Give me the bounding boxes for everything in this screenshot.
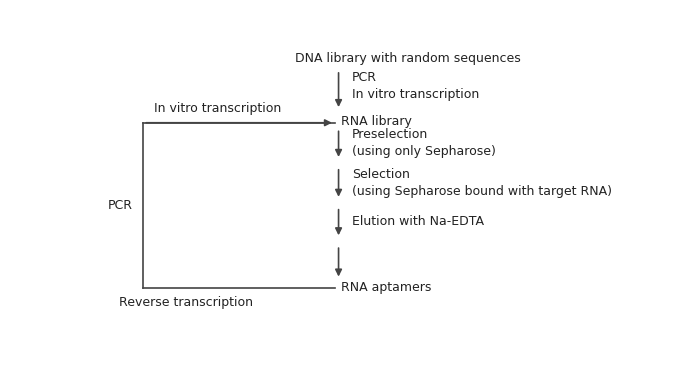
Text: RNA library: RNA library (341, 115, 412, 128)
Text: Preselection
(using only Sepharose): Preselection (using only Sepharose) (352, 128, 496, 158)
Text: Elution with Na-EDTA: Elution with Na-EDTA (352, 215, 484, 228)
Text: PCR: PCR (108, 199, 133, 212)
Text: In vitro transcription: In vitro transcription (154, 102, 282, 115)
Text: Reverse transcription: Reverse transcription (119, 296, 253, 309)
Text: PCR
In vitro transcription: PCR In vitro transcription (352, 71, 480, 101)
Text: RNA aptamers: RNA aptamers (341, 282, 432, 295)
Text: DNA library with random sequences: DNA library with random sequences (295, 52, 521, 65)
Text: Selection
(using Sepharose bound with target RNA): Selection (using Sepharose bound with ta… (352, 168, 612, 198)
